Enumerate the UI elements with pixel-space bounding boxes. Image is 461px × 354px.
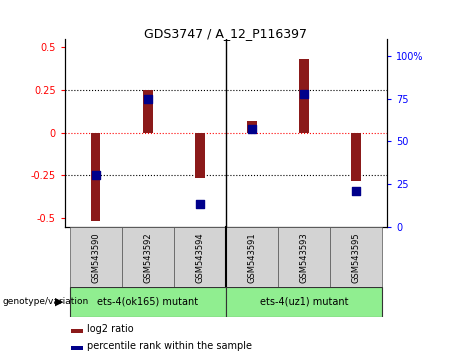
Bar	[247, 121, 257, 133]
Text: ets-4(uz1) mutant: ets-4(uz1) mutant	[260, 297, 348, 307]
Bar	[71, 329, 83, 333]
Bar	[351, 133, 361, 181]
Bar	[278, 227, 330, 289]
Point	[352, 188, 360, 194]
Bar	[195, 133, 205, 178]
Bar	[71, 346, 83, 350]
Text: genotype/variation: genotype/variation	[2, 297, 89, 306]
Bar	[70, 287, 226, 317]
Bar	[226, 287, 382, 317]
Point	[248, 126, 255, 132]
Text: log2 ratio: log2 ratio	[87, 324, 134, 334]
Point	[144, 96, 152, 102]
Point	[92, 172, 100, 178]
Text: GDS3747 / A_12_P116397: GDS3747 / A_12_P116397	[144, 27, 307, 40]
Bar	[330, 227, 382, 289]
Text: GSM543590: GSM543590	[91, 232, 100, 283]
Bar	[91, 133, 100, 222]
Text: GSM543591: GSM543591	[248, 232, 256, 283]
Text: GSM543595: GSM543595	[351, 232, 361, 283]
Text: GSM543593: GSM543593	[300, 232, 308, 283]
Bar	[122, 227, 174, 289]
Text: percentile rank within the sample: percentile rank within the sample	[87, 341, 252, 350]
Bar	[143, 90, 153, 133]
Bar	[174, 227, 226, 289]
Bar	[70, 227, 122, 289]
Text: GSM543592: GSM543592	[143, 232, 152, 283]
Text: ets-4(ok165) mutant: ets-4(ok165) mutant	[97, 297, 198, 307]
Point	[300, 91, 307, 96]
Bar	[299, 59, 309, 133]
Text: GSM543594: GSM543594	[195, 232, 204, 283]
Point	[196, 201, 204, 207]
Bar	[226, 227, 278, 289]
Text: ▶: ▶	[55, 297, 63, 307]
